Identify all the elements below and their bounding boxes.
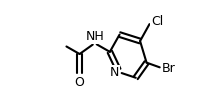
Text: O: O xyxy=(75,76,84,89)
Text: N: N xyxy=(110,66,119,79)
Text: Br: Br xyxy=(162,62,176,75)
Text: NH: NH xyxy=(85,30,104,43)
Text: Cl: Cl xyxy=(151,15,164,28)
